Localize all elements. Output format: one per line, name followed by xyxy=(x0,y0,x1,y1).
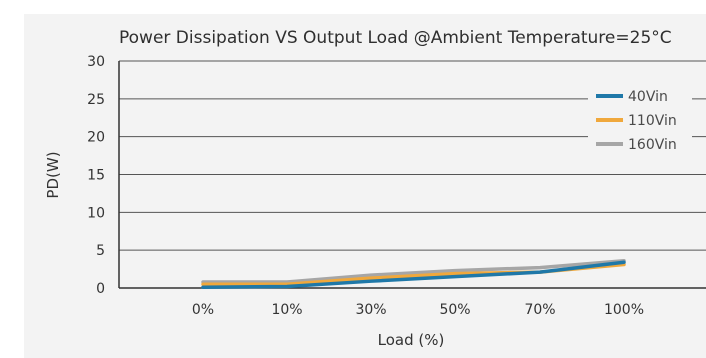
y-tick-label: 20 xyxy=(87,130,105,146)
legend: 40Vin 110Vin 160Vin xyxy=(588,85,692,157)
x-tick-label: 10% xyxy=(271,302,302,318)
series-lines xyxy=(201,259,626,289)
series-line-40Vin xyxy=(201,260,626,289)
x-tick-label: 50% xyxy=(439,302,470,318)
chart-title: Power Dissipation VS Output Load @Ambien… xyxy=(119,28,672,48)
y-tick-label: 10 xyxy=(87,205,105,221)
legend-label: 110Vin xyxy=(628,113,677,129)
x-tick-label: 0% xyxy=(192,302,214,318)
legend-label: 160Vin xyxy=(628,137,677,153)
y-tick-label: 25 xyxy=(87,92,105,108)
y-tick-label: 15 xyxy=(87,168,105,184)
x-tick-label: 30% xyxy=(355,302,386,318)
y-tick-label: 0 xyxy=(96,281,105,297)
y-tick-label: 5 xyxy=(96,243,105,259)
x-tick-label: 70% xyxy=(524,302,555,318)
series-line-160Vin xyxy=(201,259,626,284)
y-tick-labels: 0 5 10 15 20 25 30 xyxy=(87,54,105,297)
x-tick-labels: 0% 10% 30% 50% 70% 100% xyxy=(192,302,644,318)
x-axis-label: Load (%) xyxy=(378,331,445,349)
y-axis-label: PD(W) xyxy=(44,151,62,198)
y-tick-label: 30 xyxy=(87,54,105,70)
chart-panel xyxy=(24,14,706,358)
x-tick-label: 100% xyxy=(604,302,644,318)
legend-label: 40Vin xyxy=(628,89,668,105)
